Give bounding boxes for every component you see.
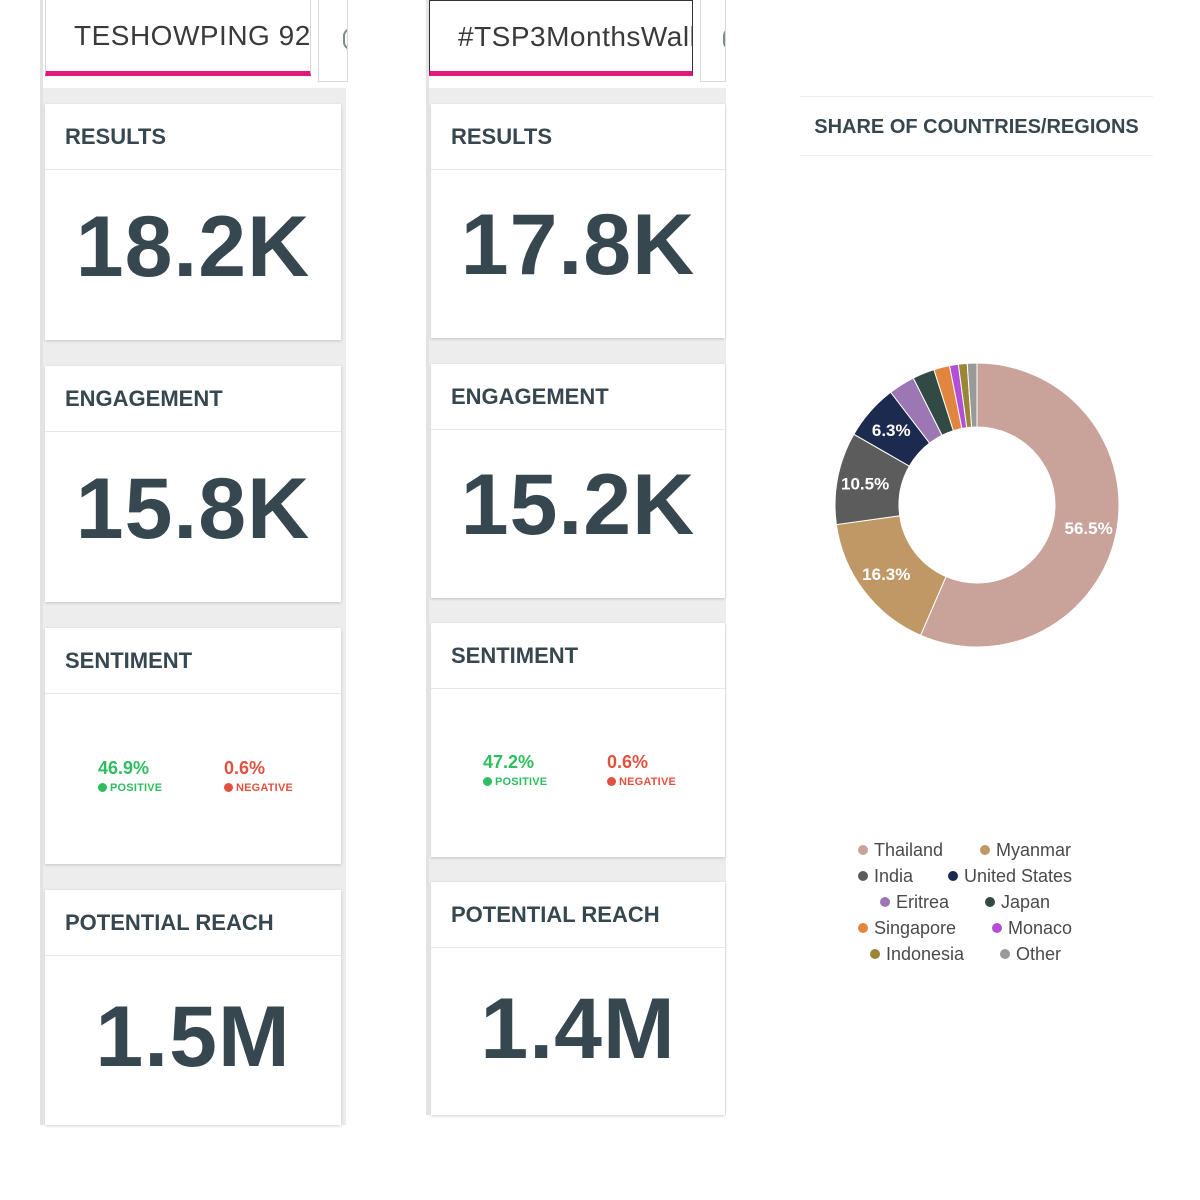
legend-label: India xyxy=(874,866,914,886)
frown-icon xyxy=(607,777,616,786)
legend-item-myanmar[interactable]: Myanmar xyxy=(980,840,1071,861)
slice-label-myanmar: 16.3% xyxy=(862,565,910,584)
results-title: RESULTS xyxy=(45,104,341,170)
engagement-value: 15.8K xyxy=(75,461,311,557)
legend-label: Singapore xyxy=(874,918,957,938)
legend-item-eritrea[interactable]: Eritrea xyxy=(880,892,949,913)
slice-other[interactable] xyxy=(966,362,978,428)
sentiment-card: SENTIMENT 47.2% POSITIVE 0.6% NEGATIVE xyxy=(431,623,725,857)
reach-value: 1.4M xyxy=(480,981,676,1077)
results-card: RESULTS 18.2K xyxy=(45,104,341,340)
engagement-value: 15.2K xyxy=(460,457,696,553)
tab-topic[interactable]: #TSP3MonthsWalk xyxy=(429,0,693,76)
legend-item-monaco[interactable]: Monaco xyxy=(992,918,1072,939)
tab-next-icon xyxy=(723,28,725,50)
topic-panel-left: TESHOWPING 92D RESULTS 18.2K ENGAGEMENT … xyxy=(40,0,348,1125)
reach-title: POTENTIAL REACH xyxy=(45,890,341,956)
legend-dot-icon xyxy=(980,845,990,855)
positive-pct: 47.2% xyxy=(483,752,535,772)
legend-dot-icon xyxy=(880,897,890,907)
sentiment-title: SENTIMENT xyxy=(431,623,725,689)
slice-label-thailand: 56.5% xyxy=(1065,519,1113,538)
engagement-card: ENGAGEMENT 15.2K xyxy=(431,364,725,598)
results-title: RESULTS xyxy=(431,104,725,170)
legend-label: Myanmar xyxy=(996,840,1072,860)
positive-label: POSITIVE xyxy=(495,776,548,788)
legend-label: Japan xyxy=(1001,892,1051,912)
smile-icon xyxy=(483,777,492,786)
legend-label: Other xyxy=(1016,944,1062,964)
smile-icon xyxy=(98,783,107,792)
engagement-card: ENGAGEMENT 15.8K xyxy=(45,366,341,602)
tab-topic[interactable]: TESHOWPING 92D xyxy=(45,0,311,76)
legend-item-singapore[interactable]: Singapore xyxy=(858,918,956,939)
sentiment-positive: 47.2% POSITIVE xyxy=(483,752,547,788)
sentiment-title: SENTIMENT xyxy=(45,628,341,694)
negative-pct: 0.6% xyxy=(607,752,649,772)
reach-card: POTENTIAL REACH 1.4M xyxy=(431,882,725,1115)
legend-dot-icon xyxy=(858,871,868,881)
legend-dot-icon xyxy=(858,845,868,855)
share-title: SHARE OF COUNTRIES/REGIONS xyxy=(800,96,1153,156)
tab-next-icon xyxy=(343,28,347,50)
legend-dot-icon xyxy=(858,923,868,933)
slice-thailand[interactable] xyxy=(919,362,1120,648)
reach-card: POTENTIAL REACH 1.5M xyxy=(45,890,341,1125)
reach-title: POTENTIAL REACH xyxy=(431,882,725,948)
legend-label: United States xyxy=(964,866,1073,886)
tab-bar: TESHOWPING 92D xyxy=(43,0,348,88)
legend-item-indonesia[interactable]: Indonesia xyxy=(870,944,964,965)
slice-label-india: 10.5% xyxy=(841,474,889,493)
tab-next[interactable] xyxy=(700,0,726,82)
legend-dot-icon xyxy=(948,871,958,881)
legend-item-other[interactable]: Other xyxy=(1000,944,1061,965)
sentiment-negative: 0.6% NEGATIVE xyxy=(224,758,293,794)
sentiment-negative: 0.6% NEGATIVE xyxy=(607,752,676,788)
legend-dot-icon xyxy=(985,897,995,907)
slice-label-united-states: 6.3% xyxy=(872,421,911,440)
engagement-title: ENGAGEMENT xyxy=(45,366,341,432)
sentiment-positive: 46.9% POSITIVE xyxy=(98,758,162,794)
positive-label: POSITIVE xyxy=(110,782,163,794)
tab-next[interactable] xyxy=(318,0,348,82)
tab-bar: #TSP3MonthsWalk xyxy=(429,0,726,88)
results-value: 17.8K xyxy=(460,197,696,293)
legend-dot-icon xyxy=(1000,949,1010,959)
frown-icon xyxy=(224,783,233,792)
sentiment-card: SENTIMENT 46.9% POSITIVE 0.6% NEGATIVE xyxy=(45,628,341,864)
legend-item-japan[interactable]: Japan xyxy=(985,892,1050,913)
legend-label: Thailand xyxy=(874,840,944,860)
positive-pct: 46.9% xyxy=(98,758,150,778)
negative-pct: 0.6% xyxy=(224,758,266,778)
legend-dot-icon xyxy=(870,949,880,959)
results-value: 18.2K xyxy=(75,199,311,295)
topic-panel-right: #TSP3MonthsWalk RESULTS 17.8K ENGAGEMENT… xyxy=(426,0,726,1115)
legend-label: Indonesia xyxy=(886,944,965,964)
reach-value: 1.5M xyxy=(95,989,291,1085)
negative-label: NEGATIVE xyxy=(236,782,294,794)
negative-label: NEGATIVE xyxy=(619,776,677,788)
legend-label: Monaco xyxy=(1008,918,1073,938)
engagement-title: ENGAGEMENT xyxy=(431,364,725,430)
legend-item-india[interactable]: India xyxy=(858,866,913,887)
legend-item-united-states[interactable]: United States xyxy=(948,866,1072,887)
results-card: RESULTS 17.8K xyxy=(431,104,725,338)
legend-label: Eritrea xyxy=(896,892,950,912)
country-donut-chart: 56.5% 16.3% 10.5% 6.3% xyxy=(834,362,1120,648)
legend-dot-icon xyxy=(992,923,1002,933)
legend-item-thailand[interactable]: Thailand xyxy=(858,840,943,861)
